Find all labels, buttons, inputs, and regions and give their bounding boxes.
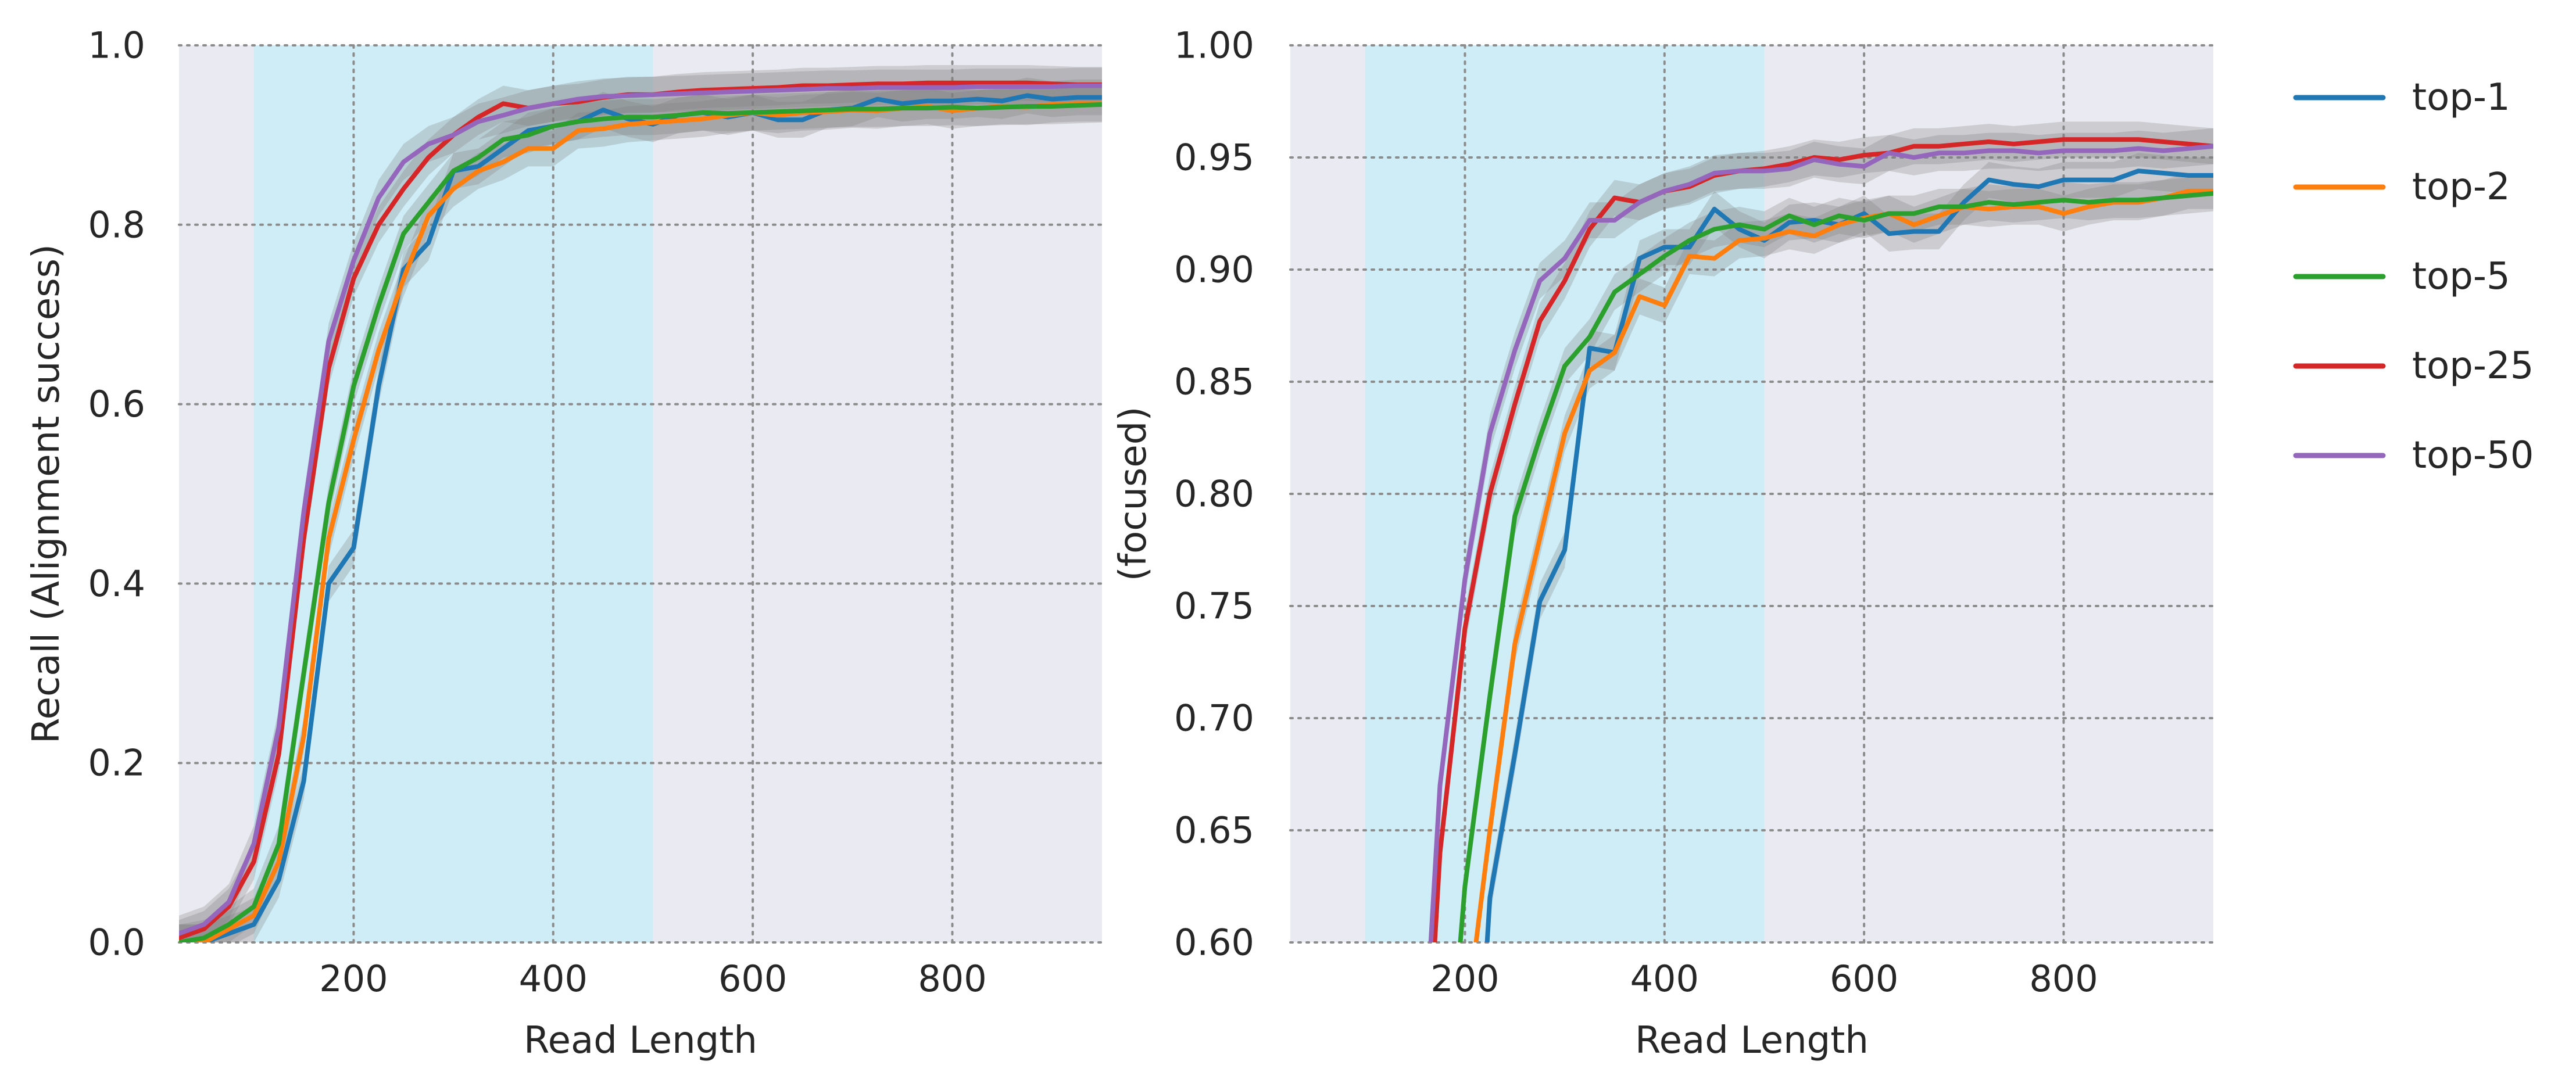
focused-recall-chart-panel: 0.60 0.65 0.70 0.75 0.80 0.85 0.90 0.95 1.00 200 4… <box>1112 24 2214 1062</box>
x-tick-label: 400 <box>519 958 588 1000</box>
x-tick-label: 800 <box>2029 958 2098 1000</box>
y-tick-label: 0.85 <box>1174 361 1254 403</box>
x-axis-label: Read Length <box>524 1019 757 1062</box>
y-tick-label: 0.95 <box>1174 137 1254 179</box>
series-group <box>1428 121 2213 942</box>
recall-chart-panel: 0.0 0.2 0.4 0.6 0.8 1.0 200 400 600 800 Read Lengt… <box>25 24 1103 1062</box>
legend: top-1 top-2 top-5 top-25 top-50 <box>2293 76 2534 477</box>
y-tick-label: 1.0 <box>88 24 145 67</box>
x-tick-label: 400 <box>1630 958 1699 1000</box>
x-axis-label: Read Length <box>1635 1019 1869 1062</box>
series-line-top-2 <box>1473 188 2213 942</box>
series-line-top-50 <box>1428 144 2213 942</box>
legend-label-top-2: top-2 <box>2412 166 2510 209</box>
legend-label-top-25: top-25 <box>2412 345 2534 388</box>
series-group <box>179 65 1102 942</box>
y-tick-label: 0.80 <box>1174 473 1254 515</box>
series-line-top-5 <box>1458 191 2213 942</box>
legend-label-top-50: top-50 <box>2412 434 2534 477</box>
x-tick-label: 600 <box>1830 958 1898 1000</box>
x-tick-label: 200 <box>319 958 388 1000</box>
series-line-top-5 <box>179 102 1102 942</box>
highlight-region <box>253 45 653 942</box>
y-axis-label: Recall (Alignment success) <box>25 244 68 744</box>
legend-label-top-1: top-1 <box>2412 76 2510 119</box>
y-tick-label: 0.75 <box>1174 585 1254 628</box>
y-tick-label: 0.6 <box>88 383 145 425</box>
series-line-top-1 <box>1484 168 2213 942</box>
y-tick-label: 0.2 <box>88 742 145 784</box>
legend-label-top-5: top-5 <box>2412 255 2510 298</box>
x-tick-label: 200 <box>1430 958 1499 1000</box>
y-tick-label: 0.90 <box>1174 249 1254 291</box>
x-tick-label: 800 <box>918 958 986 1000</box>
y-tick-label: 0.70 <box>1174 697 1254 740</box>
y-tick-label: 0.4 <box>88 562 145 605</box>
y-axis-label: (focused) <box>1112 407 1155 582</box>
x-tick-label: 600 <box>718 958 787 1000</box>
y-tick-label: 0.0 <box>88 922 145 964</box>
y-tick-label: 0.8 <box>88 203 145 246</box>
series-line-top-2 <box>179 101 1102 942</box>
y-tick-label: 0.65 <box>1174 809 1254 852</box>
y-tick-label: 1.00 <box>1174 24 1254 67</box>
series-line-top-50 <box>179 83 1102 936</box>
y-tick-label: 0.60 <box>1174 922 1254 964</box>
